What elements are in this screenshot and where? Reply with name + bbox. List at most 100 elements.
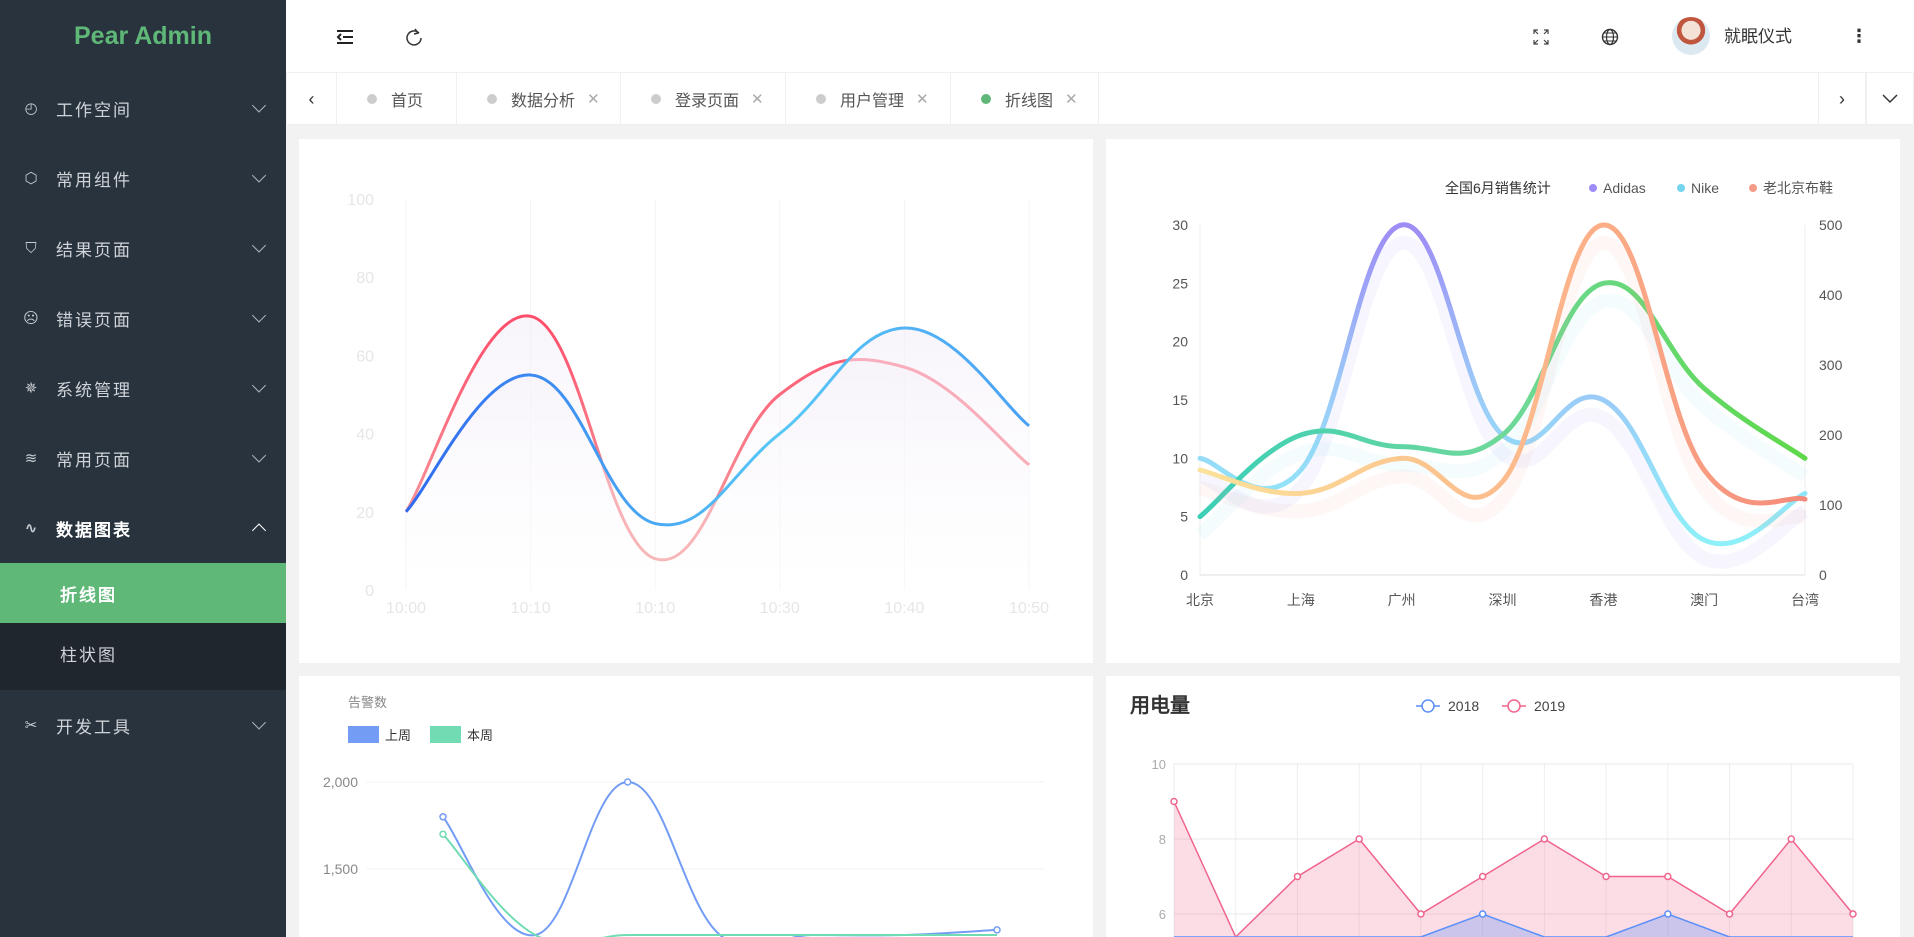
- tab-label: 首页: [391, 93, 424, 110]
- sidebar-subitem-0[interactable]: 折线图: [0, 563, 286, 623]
- x-tick-label: 10:10: [511, 600, 551, 617]
- y-tick-label: 15: [1172, 392, 1188, 408]
- sidebar-subitem-1[interactable]: 柱状图: [60, 645, 117, 665]
- tab-0[interactable]: 首页: [337, 73, 457, 125]
- sidebar-item-label: 常用页面: [56, 450, 132, 470]
- y-tick-label: 1,500: [323, 861, 358, 877]
- y-tick-label: 100: [347, 192, 374, 209]
- data-point: [1417, 910, 1425, 918]
- more-vertical-icon[interactable]: ⋮: [1850, 26, 1868, 46]
- data-point: [439, 830, 447, 838]
- close-icon[interactable]: ✕: [751, 91, 764, 108]
- tab-scroll-left-button[interactable]: ‹: [286, 73, 337, 125]
- series-line-1: [442, 833, 997, 937]
- sidebar-item-label: 错误页面: [56, 310, 132, 330]
- tab-2[interactable]: 登录页面 ✕: [621, 73, 786, 125]
- data-point: [1602, 872, 1610, 881]
- y-tick-label: 0: [365, 583, 374, 600]
- fullscreen-icon[interactable]: [1521, 0, 1561, 73]
- y2-tick-label: 0: [1819, 567, 1827, 583]
- series-shadow: [1198, 236, 1809, 569]
- y-tick-label: 80: [356, 270, 374, 287]
- user-name[interactable]: 就眠仪式: [1724, 27, 1792, 46]
- series-shadow: [1198, 236, 1807, 528]
- x-tick-label: 10:10: [635, 600, 675, 617]
- legend-marker: [1677, 184, 1685, 192]
- y-tick-label: 0: [1180, 567, 1188, 583]
- sidebar-item-4[interactable]: ✵ 系统管理: [0, 353, 286, 423]
- data-point: [623, 778, 632, 786]
- y-tick-label: 20: [356, 505, 374, 522]
- y-tick-label: 10: [1152, 757, 1166, 772]
- collapse-menu-icon[interactable]: [325, 0, 365, 73]
- x-tick-label: 上海: [1287, 592, 1315, 608]
- close-icon[interactable]: ✕: [916, 91, 929, 108]
- y2-tick-label: 300: [1819, 357, 1843, 373]
- tab-label: 数据分析: [511, 93, 576, 110]
- chart-card-sales: 北京 上海 广州 深圳 香港 澳门 台湾 0 5 10 15 20 25 30 0 100 200 300 400 5…: [1106, 139, 1900, 663]
- tab-scroll-right-button[interactable]: ›: [1818, 73, 1866, 125]
- series-line-2: [1197, 222, 1808, 506]
- legend-label: 2018: [1448, 698, 1479, 714]
- chevron-down-icon: [251, 378, 267, 393]
- data-point: [1664, 872, 1672, 881]
- sidebar-item-2[interactable]: ⛉ 结果页面: [0, 213, 286, 283]
- x-tick-label: 澳门: [1690, 592, 1718, 608]
- sidebar-item-label: 开发工具: [56, 717, 132, 737]
- tab-status-dot: [367, 94, 377, 104]
- tab-1[interactable]: 数据分析 ✕: [457, 73, 621, 125]
- x-tick-label: 10:50: [1009, 600, 1049, 617]
- sidebar-item-label: 数据图表: [56, 520, 132, 540]
- layers-icon: ≋: [24, 450, 40, 467]
- data-point: [1540, 835, 1549, 843]
- avatar[interactable]: [1672, 17, 1710, 55]
- tab-3[interactable]: 用户管理 ✕: [786, 73, 951, 125]
- tab-bar: ‹ 首页 数据分析 ✕ 登录页面 ✕ 用户管理 ✕ 折线图 ✕ ›: [286, 73, 1914, 125]
- sidebar-item-3[interactable]: ☹ 错误页面: [0, 283, 286, 353]
- y-tick-label: 30: [1172, 217, 1188, 233]
- y2-tick-label: 500: [1819, 217, 1843, 233]
- tab-label: 登录页面: [675, 93, 740, 110]
- close-icon[interactable]: ✕: [1065, 91, 1078, 108]
- series-line-1: [404, 326, 1030, 527]
- x-tick-label: 香港: [1589, 592, 1617, 608]
- data-point: [439, 813, 447, 821]
- legend-swatch: [348, 726, 379, 743]
- y2-tick-label: 100: [1819, 497, 1843, 513]
- tab-options-dropdown[interactable]: [1866, 73, 1914, 125]
- tab-label: 用户管理: [840, 93, 905, 110]
- x-tick-label: 广州: [1388, 592, 1416, 608]
- logo: Pear Admin: [73, 22, 212, 50]
- series-area-1: [1174, 801, 1853, 937]
- series-line-1: [1197, 280, 1808, 520]
- chevron-down-icon: [251, 238, 267, 253]
- sidebar-item-0[interactable]: ◴ 工作空间: [0, 73, 286, 143]
- sidebar-item-7[interactable]: ✂ 开发工具: [0, 690, 286, 760]
- sidebar: Pear Admin ◴ 工作空间 ⬡ 常用组件 ⛉ 结果页面 ☹ 错误页面 ✵ 系统管理 ≋ 常用页…: [0, 0, 286, 937]
- series-line-1: [1173, 801, 1854, 937]
- refresh-icon[interactable]: [394, 0, 434, 73]
- shield-check-icon: ⛉: [25, 239, 39, 257]
- series-line-0: [1197, 222, 1808, 547]
- legend-label: 2019: [1534, 698, 1565, 714]
- sidebar-item-label: 结果页面: [56, 240, 132, 260]
- language-globe-icon[interactable]: [1590, 0, 1630, 73]
- sidebar-item-6[interactable]: ∿ 数据图表: [0, 493, 286, 563]
- cube-icon: ⬡: [24, 170, 40, 187]
- data-point: [1664, 910, 1672, 918]
- close-icon[interactable]: ✕: [587, 91, 600, 108]
- gear-icon: ✵: [24, 380, 40, 397]
- chart-card-realtime: 10:00 10:10 10:10 10:30 10:40 10:50 0 20 40 60 80 1…: [299, 139, 1093, 663]
- data-point: [1787, 835, 1796, 843]
- legend-label: 老北京布鞋: [1763, 180, 1833, 196]
- sidebar-item-5[interactable]: ≋ 常用页面: [0, 423, 286, 493]
- data-point: [1478, 910, 1487, 918]
- legend-marker: [1589, 184, 1597, 192]
- legend-marker: [1507, 699, 1521, 713]
- sidebar-item-1[interactable]: ⬡ 常用组件: [0, 143, 286, 213]
- tab-4[interactable]: 折线图 ✕: [951, 73, 1099, 125]
- data-point: [1170, 797, 1178, 806]
- tools-icon: ✂: [24, 717, 40, 734]
- chevron-up-icon: [251, 523, 267, 538]
- x-tick-label: 10:30: [760, 600, 800, 617]
